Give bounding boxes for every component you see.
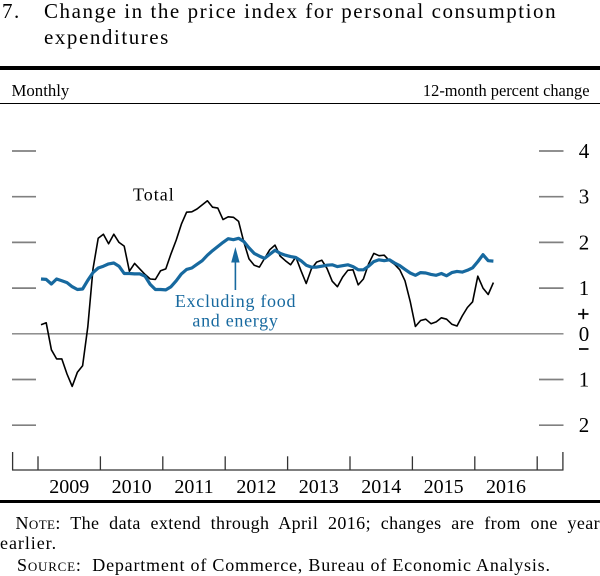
svg-text:Excluding food: Excluding food <box>175 291 296 311</box>
svg-text:3: 3 <box>579 185 590 209</box>
svg-text:2016: 2016 <box>486 476 526 498</box>
svg-text:and energy: and energy <box>192 311 278 331</box>
svg-text:1: 1 <box>579 368 590 392</box>
svg-text:1: 1 <box>579 276 590 300</box>
svg-text:2: 2 <box>579 230 590 254</box>
svg-text:2013: 2013 <box>299 476 339 498</box>
svg-text:2: 2 <box>579 413 590 437</box>
svg-text:0: 0 <box>579 322 590 346</box>
svg-text:Total: Total <box>133 185 175 205</box>
svg-text:2011: 2011 <box>174 476 213 498</box>
svg-text:2014: 2014 <box>361 476 401 498</box>
svg-text:4: 4 <box>579 139 590 163</box>
svg-text:2015: 2015 <box>424 476 464 498</box>
svg-text:2010: 2010 <box>112 476 152 498</box>
svg-text:2009: 2009 <box>49 476 89 498</box>
svg-text:2012: 2012 <box>236 476 276 498</box>
